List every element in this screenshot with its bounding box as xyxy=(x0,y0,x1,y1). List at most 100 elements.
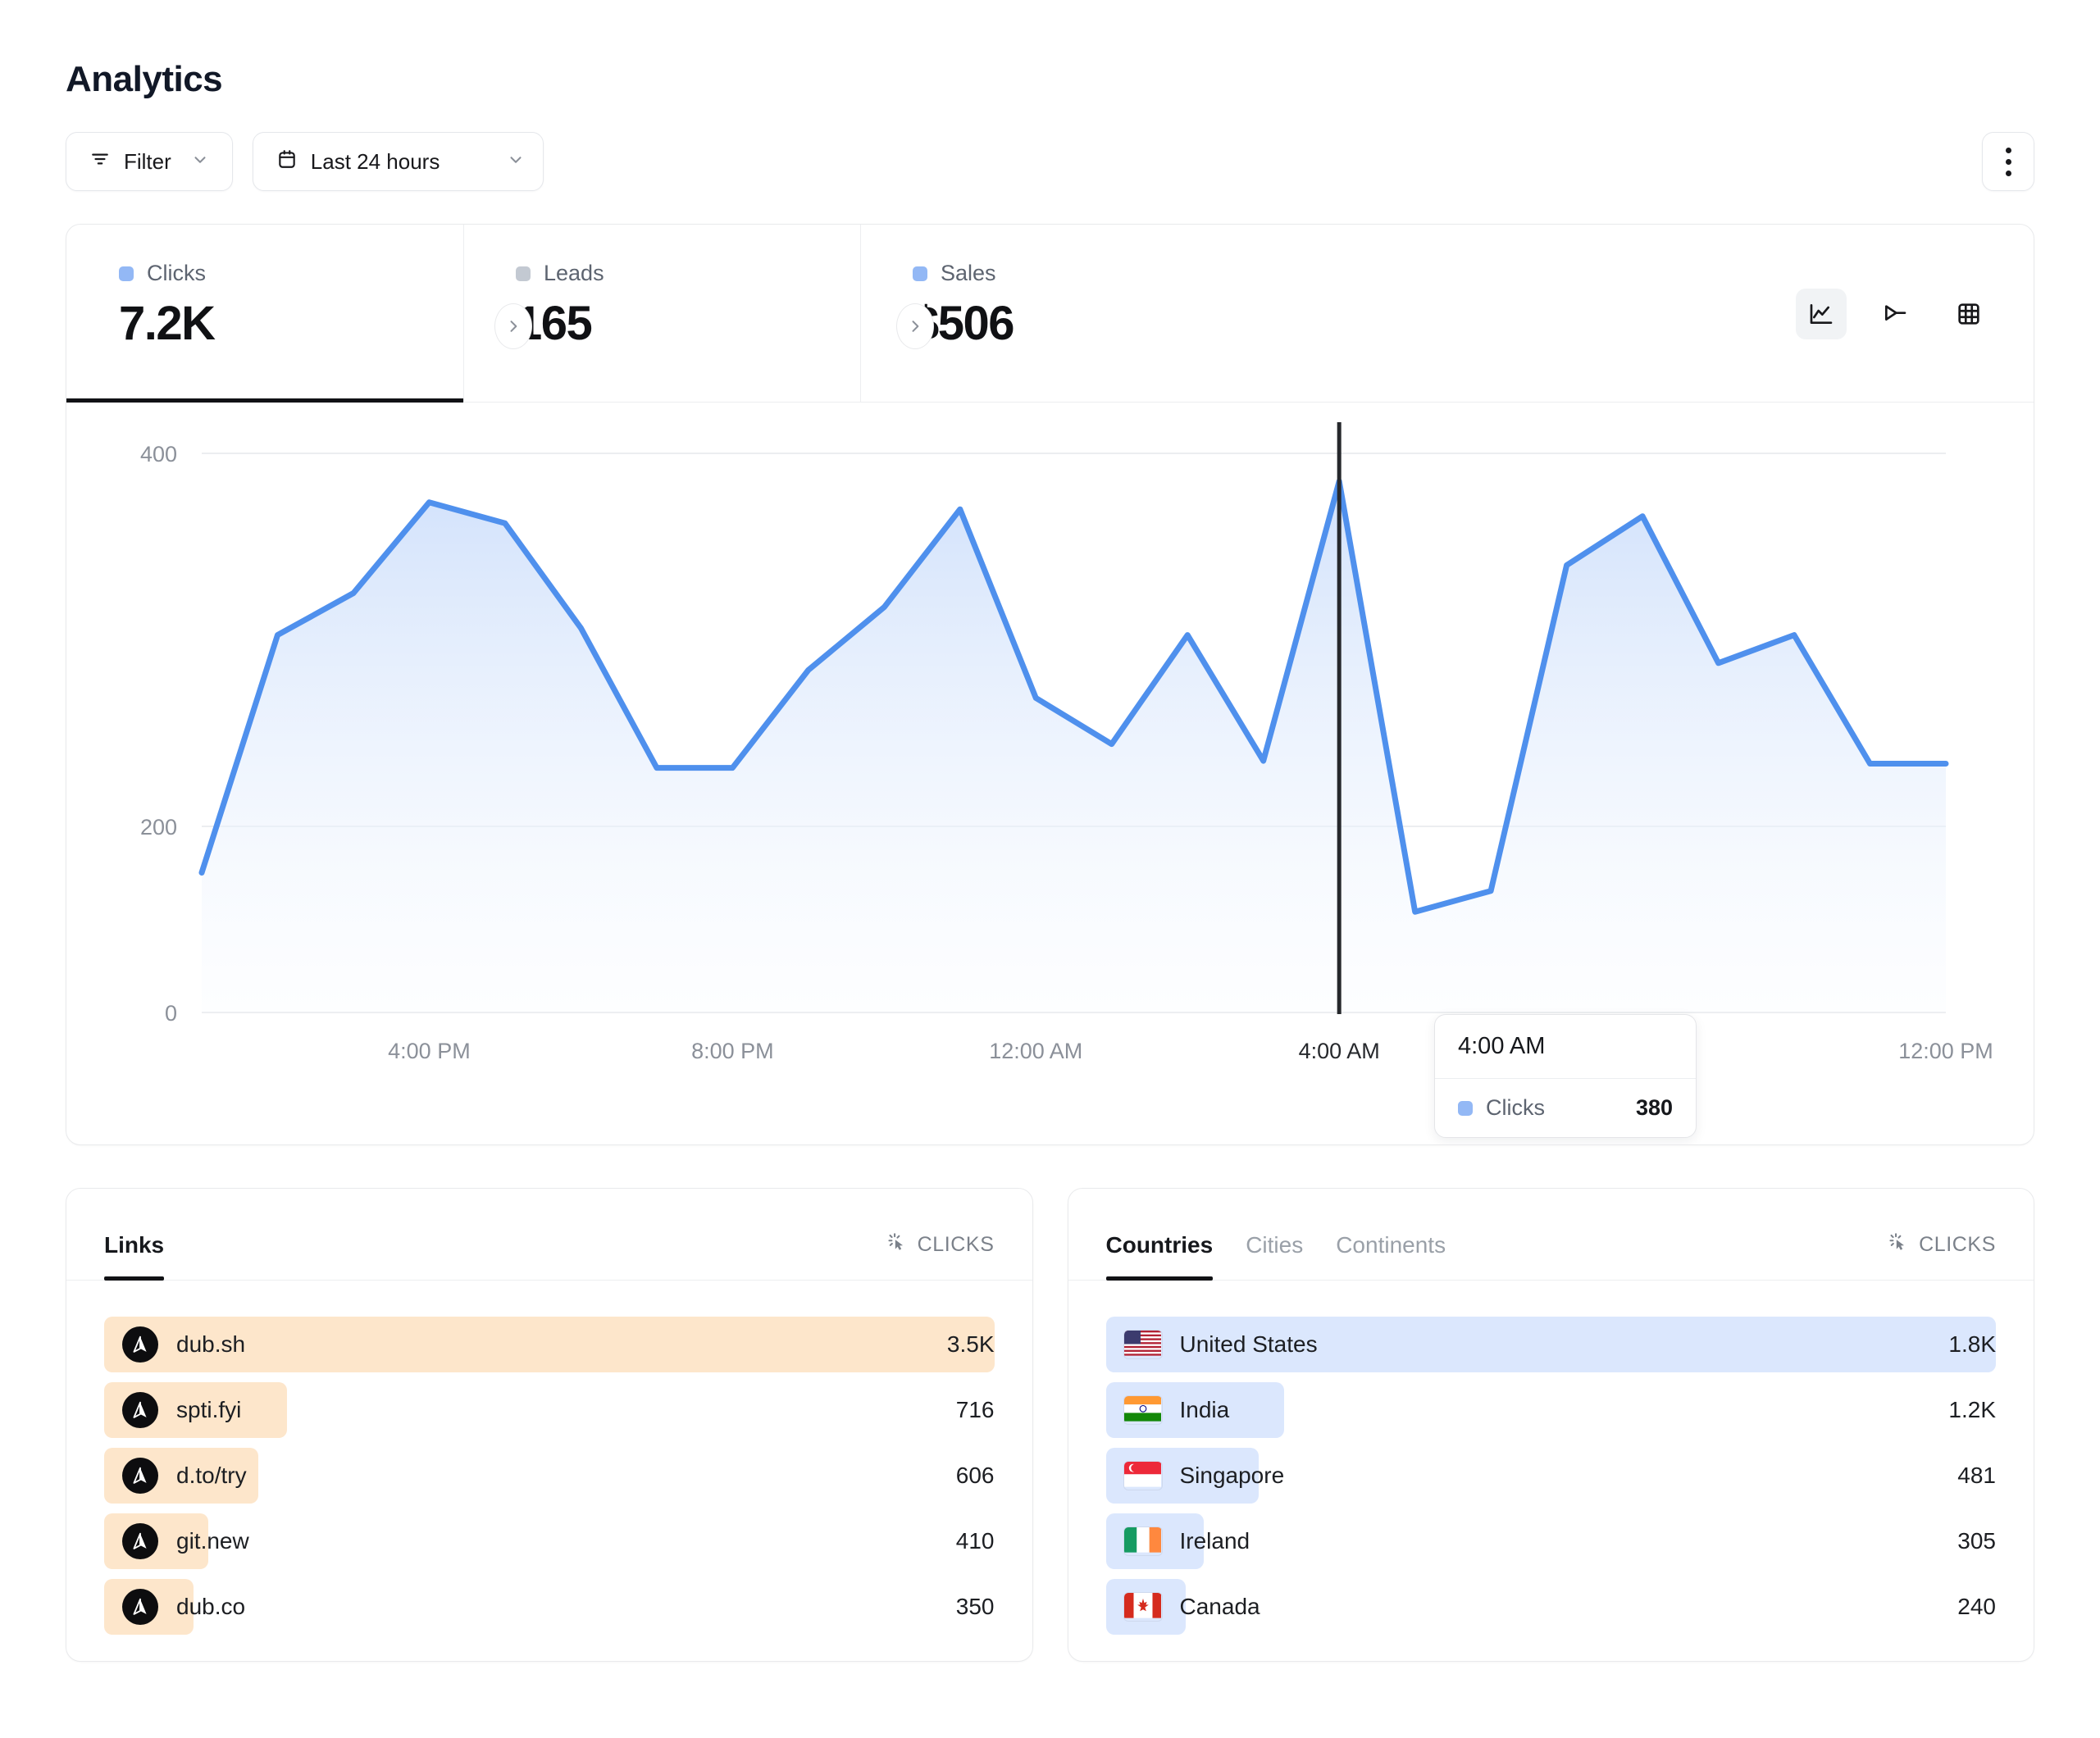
row-label: Singapore xyxy=(1179,1463,1285,1488)
row-bar xyxy=(104,1317,995,1372)
date-range-button[interactable]: Last 24 hours xyxy=(252,132,544,191)
links-panel: Links CLICKS dub.sh 3.5K spti.fyi 716 d.to/t… xyxy=(66,1188,1033,1662)
links-panel-header: Links CLICKS xyxy=(66,1189,1032,1281)
funnel-chart-toggle[interactable] xyxy=(1870,289,1920,339)
row-label: United States xyxy=(1179,1331,1318,1357)
locations-metric-tag[interactable]: CLICKS xyxy=(1888,1231,1996,1280)
row-label: git.new xyxy=(176,1528,249,1554)
chart-tooltip: 4:00 AM Clicks 380 xyxy=(1434,1014,1697,1138)
row-label: spti.fyi xyxy=(176,1397,242,1422)
metric-value: 165 xyxy=(516,297,593,350)
row-value: 1.8K xyxy=(1948,1331,1996,1357)
row-value: 606 xyxy=(955,1463,995,1488)
metric-card-clicks[interactable]: Clicks 7.2K xyxy=(66,225,463,403)
leads-color-dot xyxy=(516,266,531,281)
x-axis-tick: 12:00 PM xyxy=(1898,1039,1993,1063)
country-row[interactable]: Singapore 481 xyxy=(1105,1443,1996,1508)
x-axis-tick: 12:00 AM xyxy=(989,1039,1082,1063)
tooltip-value: 380 xyxy=(1635,1095,1673,1120)
row-content: dub.sh xyxy=(104,1326,245,1363)
metric-next-arrow-clicks[interactable] xyxy=(494,303,532,349)
table-view-toggle[interactable] xyxy=(1943,289,1994,339)
dot xyxy=(2005,158,2011,165)
locations-panel-header: Countries Cities Continents CLICKS xyxy=(1068,1189,2034,1281)
y-axis-labels: 400 200 0 xyxy=(140,442,177,1026)
link-row[interactable]: git.new 410 xyxy=(104,1508,995,1574)
row-content: dub.co xyxy=(104,1589,245,1625)
link-row[interactable]: d.to/try 606 xyxy=(104,1443,995,1508)
chart-line xyxy=(198,478,1949,915)
locations-metric-label: CLICKS xyxy=(1919,1233,1996,1256)
tab-countries[interactable]: Countries xyxy=(1105,1232,1213,1281)
chevron-down-icon xyxy=(191,149,209,175)
chevron-down-icon xyxy=(507,149,525,175)
analytics-card: Clicks 7.2K Leads 165 Sales $506 xyxy=(66,224,2034,1145)
x-axis-tick: 4:00 AM xyxy=(1299,1039,1380,1063)
date-range-label: Last 24 hours xyxy=(310,148,440,174)
locations-tabs: Countries Cities Continents xyxy=(1105,1189,1446,1281)
row-value: 3.5K xyxy=(946,1331,995,1357)
row-content: India xyxy=(1106,1396,1229,1424)
bottom-panels: Links CLICKS dub.sh 3.5K spti.fyi 716 d.to/t… xyxy=(66,1188,2034,1662)
metric-next-arrow-leads[interactable] xyxy=(896,303,934,349)
page-title: Analytics xyxy=(66,59,223,99)
row-value: 410 xyxy=(955,1528,995,1554)
flag-in-icon xyxy=(1123,1396,1162,1424)
link-row[interactable]: dub.sh 3.5K xyxy=(104,1312,995,1377)
link-row[interactable]: dub.co 350 xyxy=(104,1574,995,1640)
metric-label: Clicks xyxy=(147,261,206,285)
calendar-icon xyxy=(276,148,298,175)
row-value: 716 xyxy=(955,1397,995,1422)
tooltip-color-dot xyxy=(1458,1100,1473,1116)
row-label: Canada xyxy=(1179,1594,1260,1619)
chart-area-fill xyxy=(202,481,1946,1012)
links-tabs: Links xyxy=(104,1189,165,1281)
link-row[interactable]: spti.fyi 716 xyxy=(104,1377,995,1443)
dub-favicon-icon xyxy=(122,1523,158,1559)
filter-icon xyxy=(89,148,111,175)
row-content: Singapore xyxy=(1106,1462,1285,1490)
row-content: git.new xyxy=(104,1523,249,1559)
tab-continents[interactable]: Continents xyxy=(1336,1232,1446,1258)
country-row[interactable]: United States 1.8K xyxy=(1105,1312,1996,1377)
metric-header: Leads xyxy=(516,261,860,286)
row-content: d.to/try xyxy=(104,1458,247,1494)
row-label: Ireland xyxy=(1179,1528,1250,1554)
row-value: 305 xyxy=(1957,1528,1996,1554)
svg-text:400: 400 xyxy=(140,442,177,466)
row-value: 1.2K xyxy=(1948,1397,1996,1422)
metric-header: Clicks xyxy=(119,261,463,286)
filter-button-label: Filter xyxy=(124,148,171,174)
dub-favicon-icon xyxy=(122,1326,158,1363)
row-value: 481 xyxy=(1957,1463,1996,1488)
line-chart-toggle[interactable] xyxy=(1796,289,1847,339)
row-label: d.to/try xyxy=(176,1463,247,1488)
metric-header: Sales xyxy=(913,261,2034,286)
row-content: spti.fyi xyxy=(104,1392,241,1428)
chart-view-toggles xyxy=(1796,289,1994,339)
row-value: 240 xyxy=(1957,1594,1996,1619)
links-metric-tag[interactable]: CLICKS xyxy=(886,1231,995,1280)
country-row[interactable]: India 1.2K xyxy=(1105,1377,1996,1443)
dub-favicon-icon xyxy=(122,1458,158,1494)
links-rows: dub.sh 3.5K spti.fyi 716 d.to/try 606 git.new 4… xyxy=(66,1281,1032,1661)
country-rows: United States 1.8K India 1.2K Singapore 481 Ir… xyxy=(1068,1281,2034,1661)
tab-links[interactable]: Links xyxy=(104,1232,165,1281)
row-bar xyxy=(1105,1317,1996,1372)
filter-button[interactable]: Filter xyxy=(66,132,233,191)
metric-card-leads[interactable]: Leads 165 xyxy=(463,225,860,402)
row-value: 350 xyxy=(955,1594,995,1619)
country-row[interactable]: Canada 240 xyxy=(1105,1574,1996,1640)
tooltip-series-label: Clicks xyxy=(1486,1095,1545,1120)
flag-us-icon xyxy=(1123,1331,1162,1358)
country-row[interactable]: Ireland 305 xyxy=(1105,1508,1996,1574)
tab-cities[interactable]: Cities xyxy=(1246,1232,1304,1258)
sales-color-dot xyxy=(913,266,927,281)
row-content: Ireland xyxy=(1106,1527,1250,1555)
flag-ca-icon xyxy=(1123,1593,1162,1621)
more-options-button[interactable] xyxy=(1982,132,2034,191)
